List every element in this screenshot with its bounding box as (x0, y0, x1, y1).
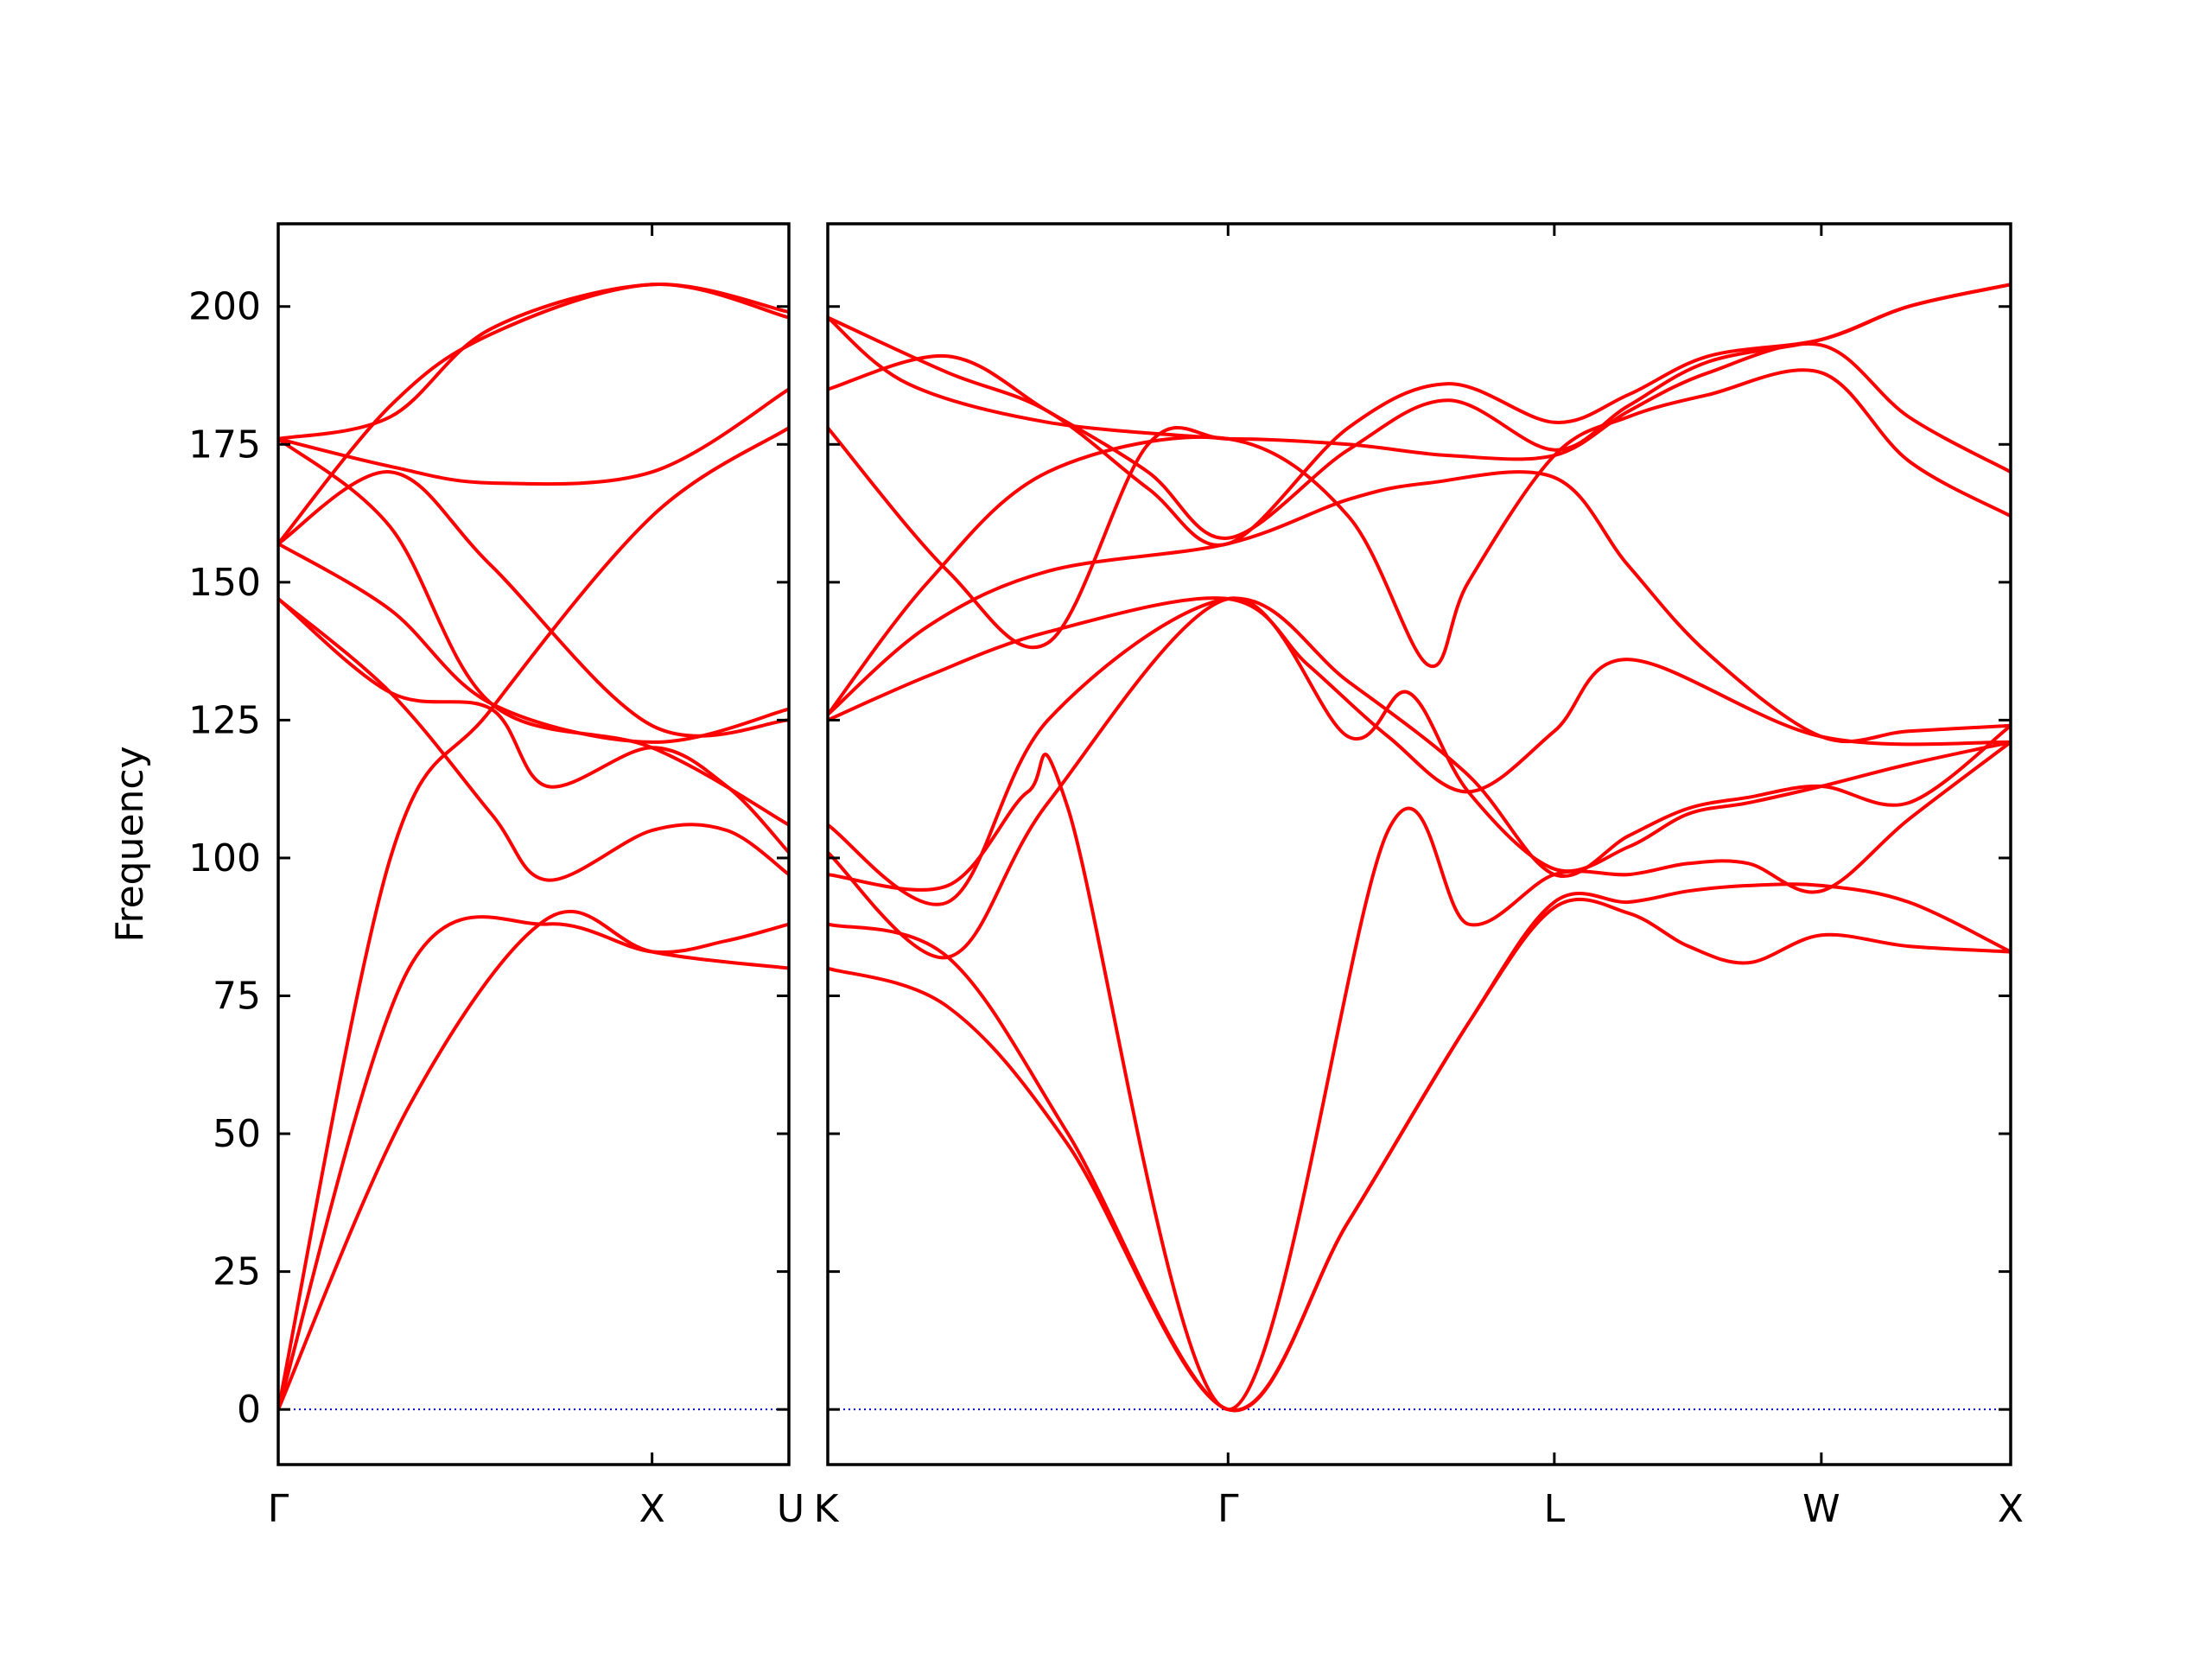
band-line (828, 740, 2011, 1412)
band-line (278, 387, 789, 486)
x-tick-label: X (639, 1487, 665, 1531)
y-tick-label: 125 (188, 698, 261, 742)
band-line (278, 909, 789, 1412)
band-line (278, 470, 789, 738)
band-line (828, 315, 1230, 441)
band-line (828, 596, 2011, 960)
band-line (828, 897, 2011, 1413)
band-line (828, 283, 2011, 547)
bands-right (828, 283, 2011, 1413)
x-tick-label: Γ (268, 1487, 289, 1531)
y-tick-label: 175 (188, 423, 261, 467)
x-tick-label: U (777, 1487, 804, 1531)
y-tick-label: 100 (188, 836, 261, 880)
band-line (828, 470, 2011, 744)
band-line (278, 426, 789, 1412)
x-tick-label: X (1998, 1487, 2024, 1531)
band-line (828, 882, 2011, 1413)
band-line (828, 341, 2011, 650)
band-line (278, 542, 789, 744)
bands-left (278, 283, 789, 1412)
x-tick-label: K (814, 1487, 840, 1531)
y-tick-label: 50 (213, 1112, 261, 1156)
band-line (278, 597, 789, 882)
y-axis-title: Frequency (108, 746, 152, 942)
y-tick-label: 0 (237, 1388, 261, 1432)
band-line (828, 596, 2011, 906)
x-tick-label: W (1802, 1487, 1840, 1531)
band-line (828, 596, 2011, 794)
y-tick-label: 150 (188, 561, 261, 605)
y-tick-label: 200 (188, 285, 261, 329)
band-line (278, 283, 789, 441)
y-tick-labels: 0 25 50 75 100 125 150 175 200 (188, 285, 261, 1432)
plot-frame-right (826, 222, 2012, 1466)
band-line (828, 368, 2011, 716)
band-line (278, 915, 789, 1412)
x-tick-label: Γ (1217, 1487, 1239, 1531)
x-tick-label: L (1544, 1487, 1566, 1531)
y-tick-label: 25 (213, 1250, 261, 1294)
band-line (278, 283, 789, 546)
y-tick-label: 75 (213, 975, 261, 1019)
plot-frame-left (276, 222, 791, 1466)
band-line (278, 436, 789, 827)
